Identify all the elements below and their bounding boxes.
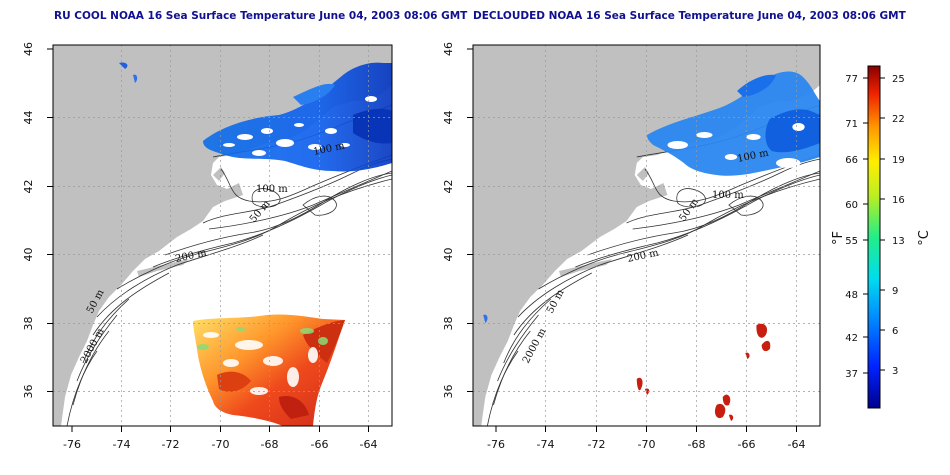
left-contour-label-100m-b: 100 m (256, 184, 288, 195)
colorbar-fahrenheit-label: °F (831, 231, 846, 245)
left-lon-tick: -70 (212, 438, 230, 451)
colorbar-c-tick: 22 (892, 114, 905, 125)
left-lon-tick: -76 (63, 438, 81, 451)
right-lon-tick: -72 (588, 438, 606, 451)
left-lat-tick: 36 (22, 385, 35, 399)
right-lat-tick: 36 (442, 385, 455, 399)
left-lat-axis (47, 48, 53, 392)
colorbar-c-tick: 16 (892, 195, 905, 206)
colorbar-c-tick: 13 (892, 236, 905, 247)
colorbar-f-tick: 71 (845, 119, 858, 130)
colorbar-f-tick: 55 (845, 236, 858, 247)
colorbar-c-tick: 19 (892, 155, 905, 166)
left-map: 100 m 100 m 50 m 200 m 50 m 2000 m -76 (22, 42, 393, 451)
right-lon-tick: -74 (537, 438, 555, 451)
colorbar-f-tick: 60 (845, 200, 858, 211)
colorbar-f-tick: 48 (845, 290, 858, 301)
right-lon-tick: -70 (638, 438, 656, 451)
left-lat-tick: 38 (22, 317, 35, 331)
right-lon-axis (495, 426, 797, 432)
colorbar-f-tick: 66 (845, 155, 858, 166)
right-lat-tick: 40 (442, 248, 455, 262)
right-lon-tick: -64 (788, 438, 806, 451)
right-lon-tick: -66 (738, 438, 756, 451)
right-lat-tick: 42 (442, 180, 455, 194)
left-lat-tick: 46 (22, 42, 35, 56)
colorbar-f-tick: 42 (845, 333, 858, 344)
right-map-title: DECLOUDED NOAA 16 Sea Surface Temperatur… (473, 10, 906, 22)
left-lon-tick: -66 (311, 438, 329, 451)
right-grid (473, 45, 820, 426)
left-lat-tick: 42 (22, 180, 35, 194)
right-lat-tick: 46 (442, 42, 455, 56)
left-lon-axis (71, 426, 369, 432)
right-lat-tick: 38 (442, 317, 455, 331)
colorbar-celsius-label: °C (917, 230, 932, 246)
colorbar: 77 71 66 60 55 48 42 37 25 22 19 16 13 9… (831, 65, 932, 409)
left-lon-tick: -72 (162, 438, 180, 451)
right-map: 100 m 100 m 50 m 200 m 50 m 2000 m -76 -… (442, 42, 821, 451)
left-cold-sst-field (119, 62, 392, 172)
colorbar-c-tick: 25 (892, 74, 905, 85)
left-map-title: RU COOL NOAA 16 Sea Surface Temperature … (54, 10, 468, 22)
right-warm-sst-spots (636, 323, 771, 421)
left-warm-sst-field (193, 314, 345, 426)
colorbar-c-tick: 3 (892, 366, 898, 377)
colorbar-f-tick: 77 (845, 74, 858, 85)
left-lat-tick: 44 (22, 111, 35, 125)
colorbar-gradient (867, 65, 881, 409)
left-grid (53, 45, 392, 426)
left-map-frame (52, 44, 393, 427)
colorbar-ticks (863, 77, 885, 374)
colorbar-c-tick: 6 (892, 326, 898, 337)
right-lon-tick: -76 (487, 438, 505, 451)
right-lat-axis (467, 48, 473, 392)
right-lon-tick: -68 (688, 438, 706, 451)
right-lat-tick: 44 (442, 111, 455, 125)
left-lon-tick: -68 (261, 438, 279, 451)
colorbar-c-tick: 9 (892, 286, 898, 297)
left-lon-tick: -74 (113, 438, 131, 451)
right-contour-label-100m-b: 100 m (712, 190, 744, 201)
left-lat-tick: 40 (22, 248, 35, 262)
left-lon-tick: -64 (360, 438, 378, 451)
right-cold-sst-field (483, 71, 820, 323)
colorbar-f-tick: 37 (845, 369, 858, 380)
